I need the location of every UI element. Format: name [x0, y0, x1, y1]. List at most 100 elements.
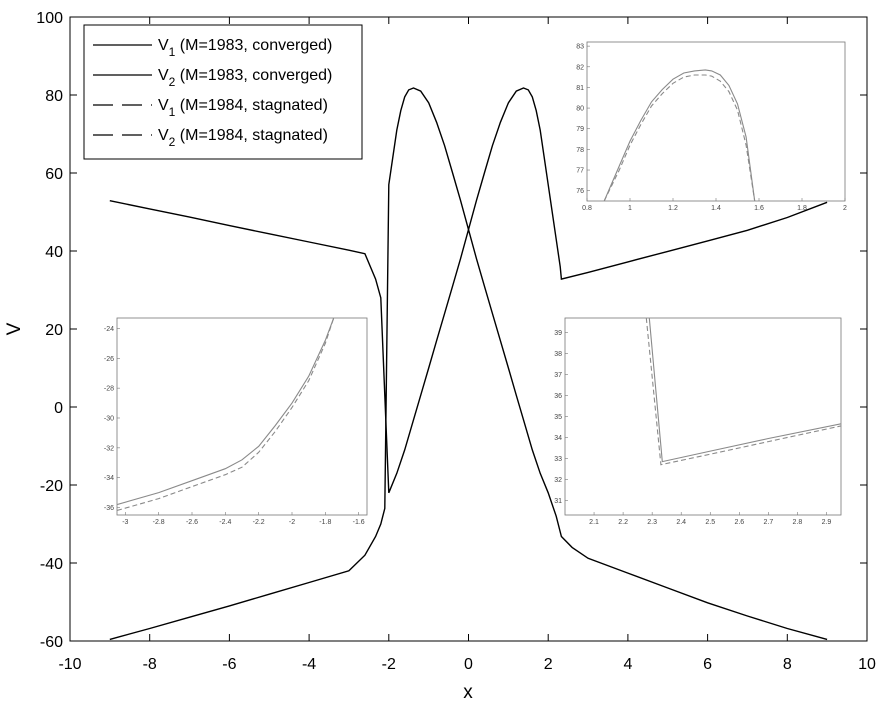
legend-entry-text: V2 (M=1983, converged) [158, 67, 332, 89]
inset-y-tick-label: 33 [554, 456, 562, 463]
inset-series-line-1 [117, 318, 335, 506]
inset-x-tick-label: -3 [122, 519, 128, 526]
inset-x-tick-label: 2.8 [793, 519, 803, 526]
inset-x-tick-label: 1.2 [668, 205, 678, 212]
inset-y-tick-label: 78 [576, 147, 584, 154]
x-tick-label: -4 [302, 656, 316, 673]
inset-x-tick-label: -1.6 [353, 519, 365, 526]
inset-y-tick-label: 34 [554, 435, 562, 442]
legend-entry-text: V1 (M=1983, converged) [158, 37, 332, 59]
legend-entry-sub: 2 [169, 135, 176, 149]
inset-right-corner-zoom: 2.1 2.2 2.3 2.4 2.5 2.6 2.7 2.8 2.9 31 32 33 34 35 36 3… [554, 317, 842, 526]
x-tick-label: 6 [703, 656, 712, 673]
inset-x-tick-label: 2.4 [676, 519, 686, 526]
legend-entry-sub: 1 [169, 105, 176, 119]
inset-y-tick-label: 81 [576, 85, 584, 92]
x-tick-label: -2 [382, 656, 396, 673]
inset-y-tick-label: 79 [576, 126, 584, 133]
x-tick-label: -10 [58, 656, 81, 673]
legend-entry-sub: 2 [169, 75, 176, 89]
inset-x-tick-label: 1.6 [754, 205, 764, 212]
inset-x-tick-label: -2.2 [253, 519, 265, 526]
inset-y-tick-label: -28 [104, 386, 114, 393]
inset-x-tick-label: 0.8 [582, 205, 592, 212]
legend: V1 (M=1983, converged)V2 (M=1983, conver… [83, 24, 363, 160]
inset-y-tick-label: -24 [104, 326, 114, 333]
y-tick-label: 40 [45, 244, 63, 261]
inset-y-tick-label: -32 [104, 445, 114, 452]
legend-entry-text: V1 (M=1984, stagnated) [158, 97, 328, 119]
legend-entry-rest: (M=1983, converged) [175, 37, 332, 54]
x-tick-label: 4 [623, 656, 632, 673]
inset-series-line-1 [603, 69, 756, 201]
inset-series-line-2 [117, 318, 335, 512]
inset-x-tick-label: 2.3 [647, 519, 657, 526]
inset-x-tick-label: 2.5 [705, 519, 715, 526]
x-tick-label: 8 [783, 656, 792, 673]
inset-y-tick-label: 37 [554, 372, 562, 379]
inset-series-line-1 [648, 318, 841, 463]
inset-y-tick-label: 32 [554, 477, 562, 484]
inset-x-tick-label: 2.6 [734, 519, 744, 526]
inset-y-tick-label: 39 [554, 330, 562, 337]
y-tick-label: 60 [45, 166, 63, 183]
x-tick-label: -6 [222, 656, 236, 673]
inset-y-tick-label: 82 [576, 64, 584, 71]
inset-y-tick-label: -36 [104, 505, 114, 512]
legend-entry-rest: (M=1984, stagnated) [175, 97, 328, 114]
y-tick-label: -40 [40, 556, 63, 573]
inset-frame [564, 317, 842, 516]
legend-entry-rest: (M=1983, converged) [175, 67, 332, 84]
main-series-group [109, 87, 828, 641]
legend-entry-main: V [158, 97, 169, 114]
inset-x-tick-label: 2.9 [822, 519, 832, 526]
y-tick-label: -60 [40, 634, 63, 651]
series-line-1 [109, 87, 828, 494]
inset-frame [586, 41, 846, 202]
inset-x-tick-label: 2.7 [764, 519, 774, 526]
inset-x-tick-label: -2.6 [186, 519, 198, 526]
legend-entry-text: V2 (M=1984, stagnated) [158, 127, 328, 149]
inset-x-tick-label: -1.8 [319, 519, 331, 526]
legend-entry-rest: (M=1984, stagnated) [175, 127, 328, 144]
inset-x-tick-label: 2.2 [618, 519, 628, 526]
inset-left-knee-zoom: -3 -2.8 -2.6 -2.4 -2.2 -2 -1.8 -1.6 -24 -26 -28 -30… [104, 317, 368, 526]
inset-x-tick-label: 2 [843, 205, 847, 212]
legend-entry-main: V [158, 37, 169, 54]
inset-y-tick-label: 31 [554, 498, 562, 505]
inset-series-line-2 [603, 74, 756, 201]
y-tick-label: 20 [45, 322, 63, 339]
inset-y-tick-label: 38 [554, 351, 562, 358]
inset-x-tick-label: -2 [289, 519, 295, 526]
inset-y-tick-label: 36 [554, 393, 562, 400]
legend-entry-main: V [158, 67, 169, 84]
inset-x-tick-label: 1.4 [711, 205, 721, 212]
x-tick-label: 2 [544, 656, 553, 673]
legend-box [83, 24, 363, 160]
inset-peak-zoom: 0.8 1 1.2 1.4 1.6 1.8 2 76 77 78 79 80 81 82 83 [576, 41, 847, 212]
y-axis-label: V [4, 322, 25, 335]
x-tick-label: 10 [858, 656, 876, 673]
inset-y-tick-label: -26 [104, 356, 114, 363]
inset-x-tick-label: -2.4 [219, 519, 231, 526]
series-line-2 [109, 87, 828, 641]
x-tick-label: 0 [464, 656, 473, 673]
x-tick-label: -8 [143, 656, 157, 673]
inset-series-line-2 [645, 318, 841, 466]
inset-x-tick-label: 1 [628, 205, 632, 212]
inset-y-tick-label: 76 [576, 188, 584, 195]
inset-y-tick-label: -34 [104, 475, 114, 482]
x-axis-label: x [463, 682, 473, 703]
inset-x-tick-label: 1.8 [797, 205, 807, 212]
inset-y-tick-label: 77 [576, 168, 584, 175]
legend-entry-sub: 1 [169, 45, 176, 59]
legend-entry-main: V [158, 127, 169, 144]
inset-frame [116, 317, 368, 516]
y-tick-label: 0 [54, 400, 63, 417]
inset-y-tick-label: 83 [576, 44, 584, 51]
inset-x-tick-label: 2.1 [589, 519, 599, 526]
y-tick-label: 100 [36, 10, 63, 27]
inset-y-tick-label: 80 [576, 106, 584, 113]
